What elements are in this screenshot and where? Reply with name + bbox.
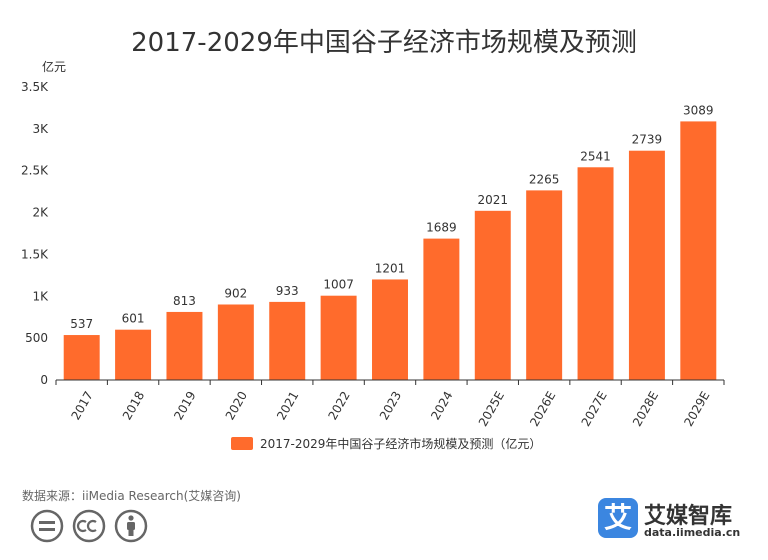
x-tick-label: 2028E — [630, 389, 661, 429]
legend-label: 2017-2029年中国谷子经济市场规模及预测（亿元） — [260, 436, 541, 451]
x-tick-label: 2029E — [681, 389, 712, 429]
bar — [115, 329, 152, 380]
chart-title: 2017-2029年中国谷子经济市场规模及预测 — [131, 28, 637, 58]
x-tick-label: 2022 — [325, 389, 352, 422]
bar — [269, 301, 306, 380]
y-tick-label: 1.5K — [21, 247, 49, 261]
brand-url: data.iimedia.cn — [644, 526, 741, 539]
bar-value-label: 537 — [70, 317, 93, 331]
bar-value-label: 933 — [276, 284, 299, 298]
bar — [423, 238, 460, 380]
x-tick-label: 2025E — [476, 389, 507, 429]
bar — [372, 279, 408, 380]
y-axis: 0 500 1K 1.5K 2K 2.5K 3K 3.5K — [21, 80, 49, 387]
bar — [680, 121, 717, 381]
bar-value-label: 601 — [122, 312, 145, 326]
bar-chart: 亿元 0 500 1K 1.5K 2K 2.5K 3K 3.5K 537 601 813 902 93… — [21, 59, 725, 451]
creative-commons-icons — [30, 509, 148, 543]
bars-group: 537 601 813 902 933 1007 1201 1689 2021 2265 2541 2… — [63, 103, 717, 381]
x-tick-label: 2024 — [428, 389, 455, 422]
cc-icon — [72, 509, 106, 543]
bar-value-label: 2739 — [632, 133, 663, 147]
x-axis: 2017 2018 2019 2020 2021 2022 2023 2024 2025E 202… — [55, 380, 725, 429]
x-tick-label: 2018 — [120, 389, 147, 422]
bar-value-label: 1689 — [426, 221, 457, 235]
bar-value-label: 2265 — [529, 172, 560, 186]
y-tick-label: 0 — [40, 373, 48, 387]
brand-block: 艾 艾媒智库 data.iimedia.cn — [598, 498, 758, 548]
bar — [526, 190, 563, 380]
bar-value-label: 3089 — [683, 103, 714, 117]
bar-value-label: 1201 — [375, 261, 406, 275]
bar — [628, 150, 665, 380]
equal-icon — [30, 509, 64, 543]
bar — [474, 210, 511, 380]
brand-name: 艾媒智库 — [644, 504, 733, 529]
bar — [217, 304, 254, 380]
x-tick-label: 2017 — [69, 389, 96, 422]
y-axis-unit-label: 亿元 — [42, 59, 66, 74]
x-tick-label: 2021 — [274, 389, 301, 422]
bar-value-label: 1007 — [323, 278, 354, 292]
x-tick-label: 2019 — [171, 389, 198, 422]
x-tick-label: 2020 — [223, 389, 250, 422]
attribution-person-icon — [114, 509, 148, 543]
y-tick-label: 2.5K — [21, 164, 49, 178]
y-tick-label: 3K — [32, 122, 49, 136]
bar — [320, 295, 357, 380]
y-tick-label: 500 — [25, 331, 48, 345]
brand-logo-icon: 艾 — [598, 498, 638, 538]
bar — [166, 311, 203, 380]
y-tick-label: 2K — [32, 206, 49, 220]
y-tick-label: 3.5K — [21, 80, 49, 94]
bar-value-label: 813 — [173, 294, 196, 308]
bar-value-label: 2541 — [580, 149, 611, 163]
x-tick-label: 2026E — [527, 389, 558, 429]
x-tick-label: 2023 — [377, 389, 404, 422]
bar — [63, 335, 100, 380]
bar-value-label: 2021 — [477, 193, 508, 207]
x-tick-label: 2027E — [579, 389, 610, 429]
legend: 2017-2029年中国谷子经济市场规模及预测（亿元） — [231, 436, 541, 451]
bar-value-label: 902 — [224, 286, 247, 300]
source-note: 数据来源：iiMedia Research(艾媒咨询) — [22, 489, 241, 503]
bar — [577, 167, 614, 380]
y-tick-label: 1K — [32, 289, 49, 303]
legend-swatch — [231, 437, 253, 450]
